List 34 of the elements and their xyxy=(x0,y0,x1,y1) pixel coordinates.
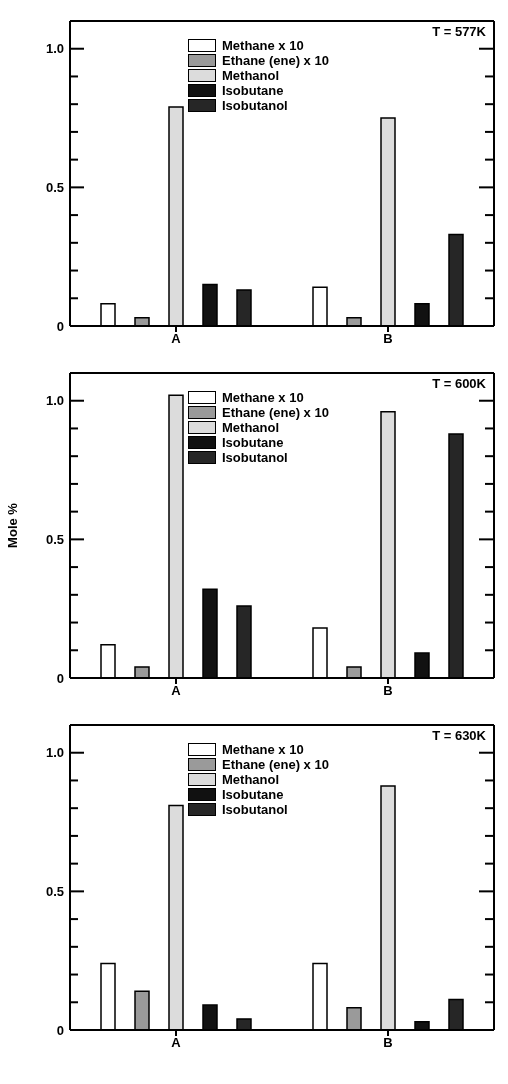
y-tick-label: 0 xyxy=(56,1022,64,1038)
legend-label: Isobutane xyxy=(222,83,284,98)
legend-label: Methanol xyxy=(222,772,280,787)
chart-title: T = 577K xyxy=(432,24,486,39)
y-tick-label: 0 xyxy=(56,318,64,334)
legend-label: Methane x 10 xyxy=(222,38,304,53)
y-tick-label: 0.5 xyxy=(45,883,64,899)
chart-title: T = 630K xyxy=(432,728,486,743)
legend-label: Isobutane xyxy=(222,787,284,802)
legend-label: Methane x 10 xyxy=(222,742,304,757)
x-tick-label: B xyxy=(383,331,393,347)
legend-label: Ethane (ene) x 10 xyxy=(222,405,329,420)
legend-label: Isobutanol xyxy=(222,98,288,113)
legend-label: Isobutanol xyxy=(222,450,288,465)
chart-title: T = 600K xyxy=(432,376,486,391)
y-tick-label: 1.0 xyxy=(45,393,64,409)
y-tick-label: 1.0 xyxy=(45,41,64,57)
x-tick-label: B xyxy=(383,683,393,699)
y-tick-label: 1.0 xyxy=(45,745,64,761)
legend-label: Methanol xyxy=(222,68,280,83)
x-tick-label: A xyxy=(171,331,182,347)
legend-label: Methanol xyxy=(222,420,280,435)
y-tick-label: 0.5 xyxy=(45,531,64,547)
x-tick-label: A xyxy=(171,1035,182,1051)
x-tick-label: A xyxy=(171,683,182,699)
y-tick-label: 0 xyxy=(56,670,64,686)
y-axis-title: Mole % xyxy=(4,502,20,548)
legend-label: Ethane (ene) x 10 xyxy=(222,757,329,772)
legend-label: Isobutanol xyxy=(222,802,288,817)
legend-label: Isobutane xyxy=(222,435,284,450)
legend-label: Ethane (ene) x 10 xyxy=(222,53,329,68)
x-tick-label: B xyxy=(383,1035,393,1051)
legend-label: Methane x 10 xyxy=(222,390,304,405)
y-tick-label: 0.5 xyxy=(45,179,64,195)
